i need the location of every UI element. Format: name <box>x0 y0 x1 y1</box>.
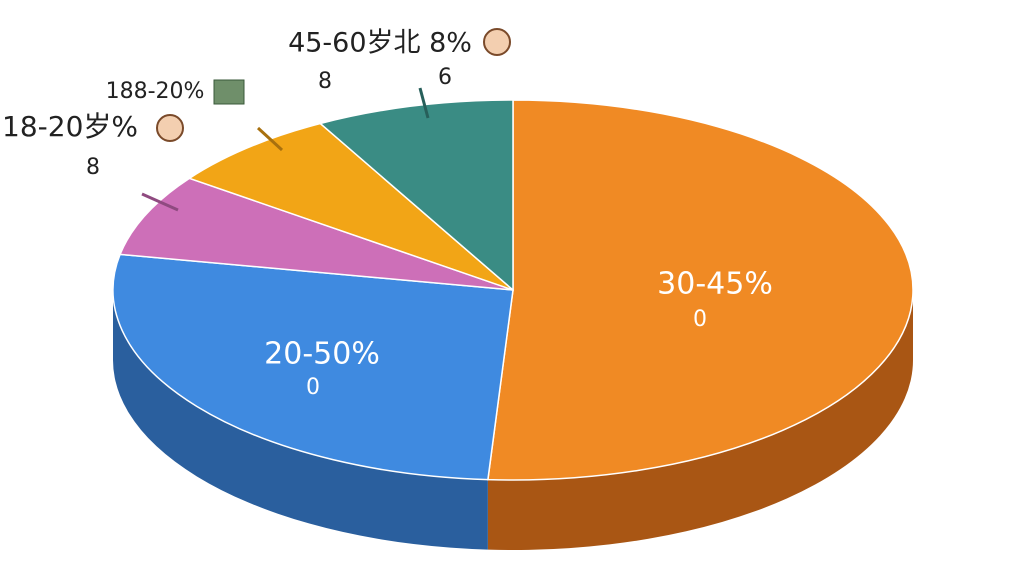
slice <box>318 99 514 292</box>
slice-subtext: 0 <box>693 307 707 332</box>
slice-label: 20-50% <box>264 337 380 372</box>
slice-label: 188-20% <box>106 79 205 104</box>
slice-subtext: 8 <box>86 155 100 180</box>
slice-side <box>113 290 488 550</box>
avatar-icon <box>156 114 184 142</box>
slice <box>187 122 514 291</box>
leader-line <box>256 126 284 152</box>
slice-label: 45-60岁北 8% <box>288 28 472 59</box>
slice <box>487 99 914 481</box>
slice <box>112 253 514 481</box>
leader-line <box>141 192 179 212</box>
slice-label: 18-20岁% <box>2 110 138 143</box>
slice-subtext: 6 <box>438 65 452 90</box>
avatar-icon <box>483 28 511 56</box>
leader-line <box>418 87 430 119</box>
image-icon <box>213 79 245 105</box>
slice-subtext: 0 <box>306 375 320 400</box>
slice-side <box>487 290 913 550</box>
slice <box>119 177 514 291</box>
slice-subtext: 8 <box>318 69 332 94</box>
slice-label: 30-45% <box>657 267 773 302</box>
